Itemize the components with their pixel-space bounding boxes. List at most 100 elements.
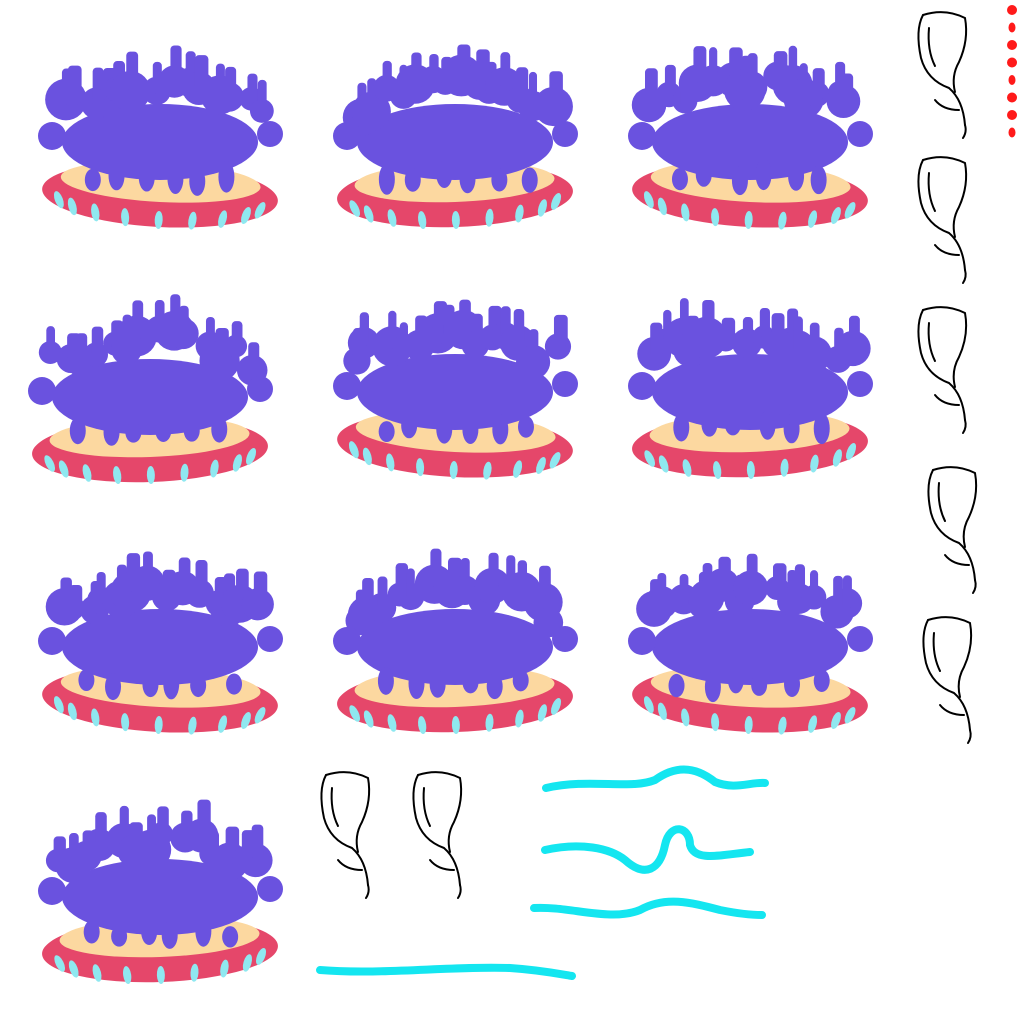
wave-stroke-3 — [530, 897, 766, 919]
coral-spot — [451, 210, 460, 229]
coral-frame-3 — [628, 45, 873, 230]
coral-spot — [744, 210, 753, 229]
coral-spot — [808, 715, 818, 733]
vine-sprite-1 — [917, 11, 968, 139]
coral-spot — [82, 464, 92, 482]
coral-spot — [808, 210, 818, 228]
coral-spot — [536, 456, 546, 475]
coral-spot — [188, 716, 197, 735]
coral-spot — [54, 955, 66, 972]
coral-spot — [154, 210, 163, 229]
coral-spot — [241, 711, 251, 730]
coral-spot — [681, 203, 690, 222]
coral-spot — [180, 463, 189, 482]
coral-spot — [91, 708, 100, 727]
coral-foliage — [333, 548, 578, 700]
coral-spot — [658, 455, 669, 473]
vine-sprite-5 — [922, 616, 973, 744]
coral-spot — [188, 211, 197, 230]
coral-spot — [220, 959, 229, 978]
coral-spot — [713, 461, 722, 480]
coral-spot — [67, 197, 77, 216]
coral-spot — [485, 713, 494, 732]
coral-spot — [363, 205, 374, 223]
coral-spot — [778, 716, 787, 735]
coral-foliage — [333, 299, 578, 445]
coral-spot — [91, 203, 100, 222]
coral-spot — [418, 211, 427, 230]
vine-sprite-6 — [320, 771, 371, 899]
coral-spot — [643, 696, 654, 714]
coral-spot — [831, 711, 841, 730]
coral-frame-1 — [38, 45, 283, 230]
coral-spot — [387, 209, 397, 227]
coral-spot — [349, 705, 361, 722]
coral-foliage — [38, 799, 283, 949]
coral-spot — [363, 710, 374, 728]
coral-spot — [780, 458, 789, 477]
vine-sprite-3 — [917, 306, 968, 434]
particle-dot — [1008, 75, 1016, 85]
coral-frame-4 — [28, 294, 273, 485]
coral-spot — [513, 460, 523, 478]
coral-spot — [121, 713, 130, 732]
coral-foliage — [628, 45, 873, 196]
wave-stroke-2 — [541, 825, 754, 874]
particle-dot — [1007, 5, 1017, 15]
coral-spot — [156, 965, 165, 984]
coral-spot — [348, 441, 359, 459]
coral-spot — [418, 716, 427, 735]
coral-spot — [643, 191, 654, 209]
wave-stroke-group — [316, 765, 769, 980]
coral-spot — [254, 707, 266, 724]
coral-spot — [746, 460, 755, 479]
coral-spot — [744, 715, 753, 734]
coral-spot — [92, 964, 102, 982]
coral-spot — [810, 454, 819, 473]
coral-frame-10 — [38, 799, 283, 985]
coral-spot — [831, 206, 841, 225]
vine-sprite-2 — [917, 156, 968, 284]
coral-spot — [451, 715, 460, 734]
coral-spot — [44, 455, 56, 472]
coral-spot — [515, 709, 524, 728]
coral-spot — [218, 715, 228, 733]
coral-spot — [682, 459, 692, 477]
coral-spot — [657, 702, 667, 721]
wave-stroke-4 — [316, 963, 576, 980]
coral-spot — [246, 447, 257, 465]
coral-spot — [121, 208, 130, 227]
coral-spot — [53, 696, 64, 714]
coral-spot — [218, 210, 228, 228]
coral-spot — [53, 191, 64, 209]
coral-spot — [58, 460, 69, 478]
coral-spot — [485, 208, 494, 227]
coral-spot — [846, 442, 857, 460]
coral-foliage — [628, 298, 873, 445]
particle-dot — [1007, 57, 1017, 68]
coral-frame-8 — [333, 548, 578, 735]
coral-frame-6 — [628, 298, 873, 480]
coral-spot — [146, 465, 155, 484]
particle-dot — [1008, 22, 1016, 33]
vine-sprite-group — [320, 11, 978, 899]
coral-spot — [551, 192, 562, 210]
coral-frame-7 — [38, 551, 283, 735]
wave-stroke-1 — [542, 765, 769, 792]
particle-dot-column — [1007, 5, 1017, 138]
coral-spot — [711, 208, 720, 227]
coral-sprite-group — [28, 44, 873, 985]
coral-spot — [123, 966, 132, 985]
coral-spot — [844, 202, 856, 219]
coral-spot — [449, 460, 458, 479]
coral-foliage — [628, 553, 873, 703]
coral-spot — [154, 715, 163, 734]
coral-spot — [416, 458, 425, 477]
coral-spot — [362, 447, 372, 466]
coral-spot — [657, 197, 667, 216]
coral-spot — [681, 708, 690, 727]
coral-spot — [711, 713, 720, 732]
coral-frame-2 — [333, 44, 578, 230]
coral-spot — [537, 199, 548, 217]
